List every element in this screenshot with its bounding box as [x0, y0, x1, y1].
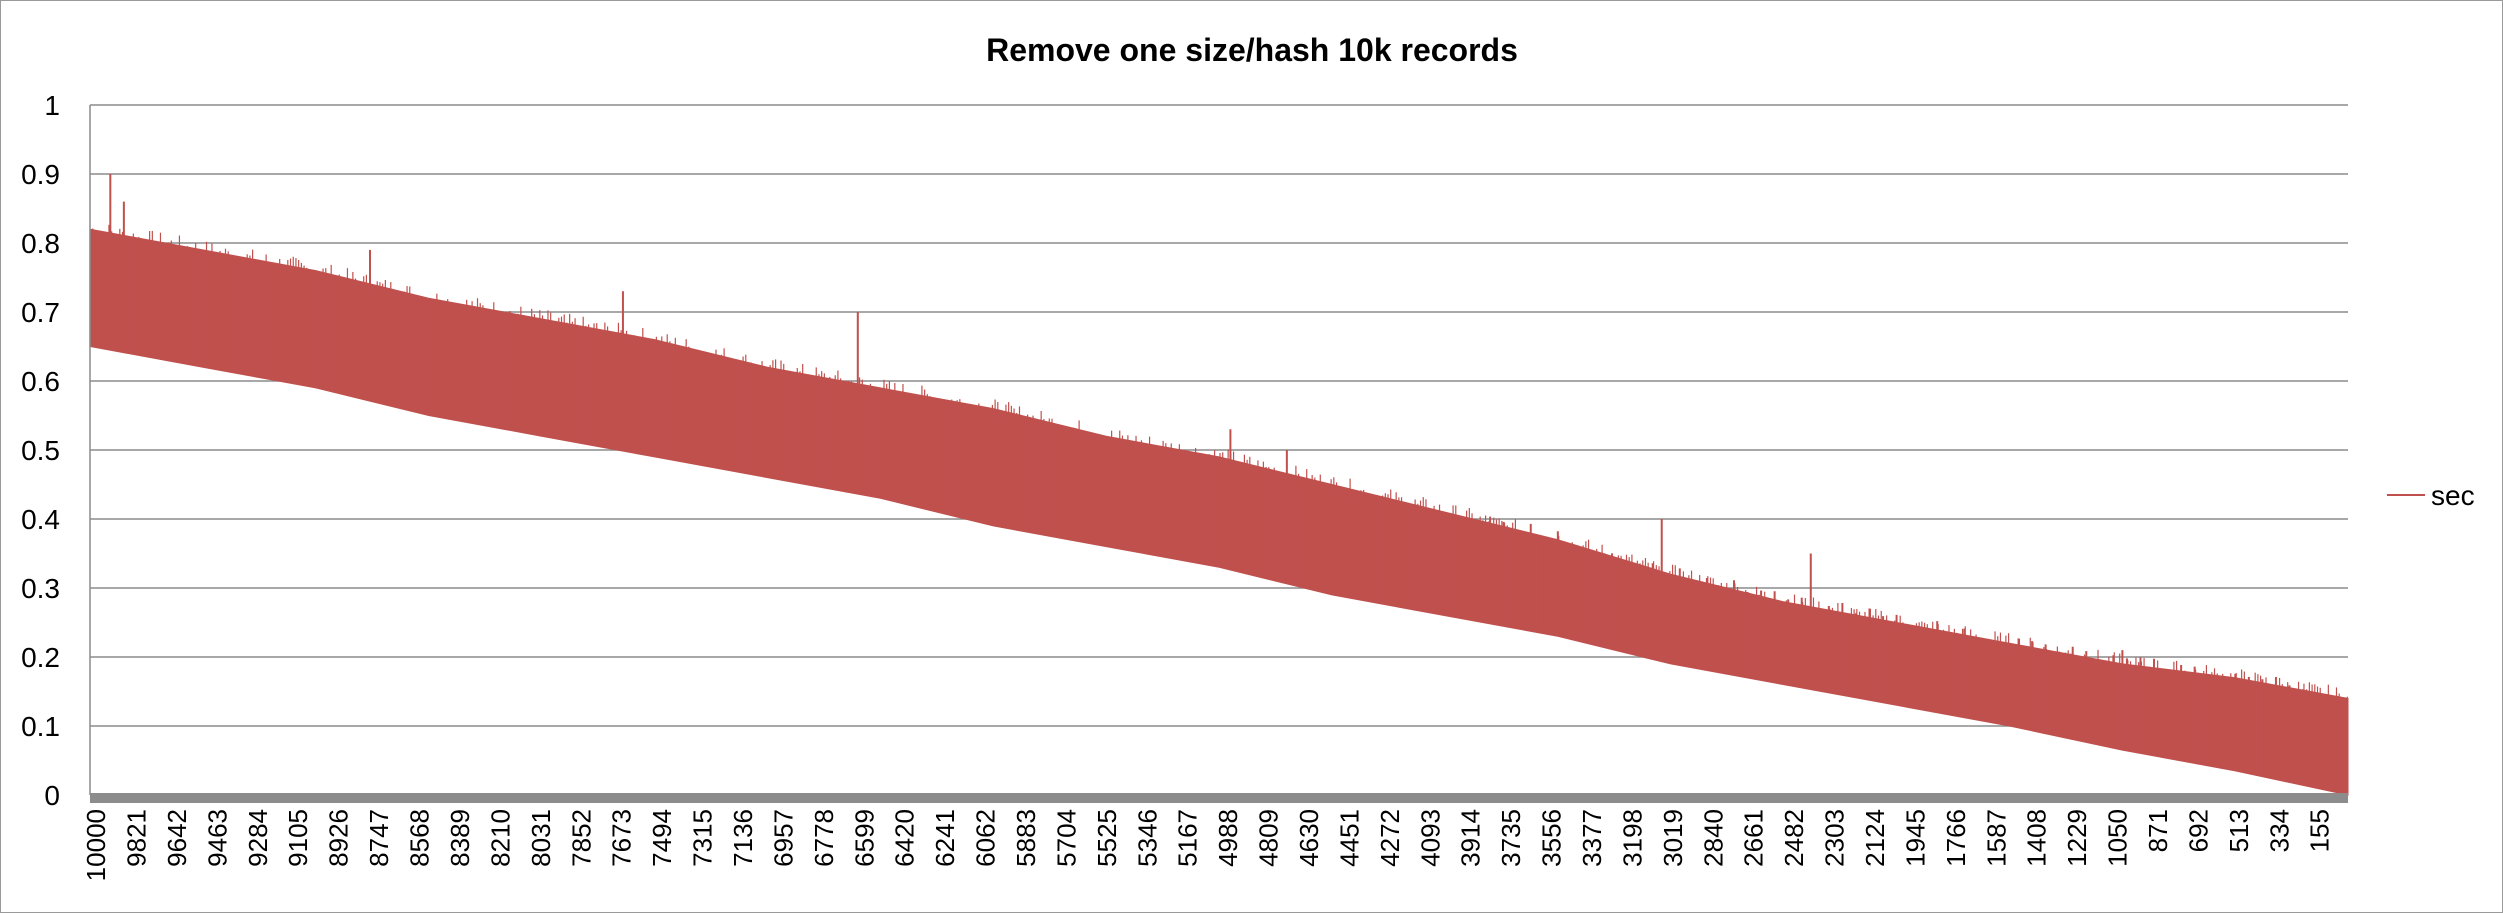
y-tick-label: 0 [44, 780, 60, 811]
x-tick-label: 1766 [1941, 809, 1971, 867]
x-tick-label: 10000 [81, 809, 111, 881]
x-tick-label: 2124 [1860, 809, 1890, 867]
x-tick-label: 2482 [1779, 809, 1809, 867]
y-tick-label: 0.4 [21, 504, 60, 535]
x-tick-label: 8210 [485, 809, 515, 867]
x-tick-label: 6599 [849, 809, 879, 867]
y-tick-label: 0.7 [21, 297, 60, 328]
x-tick-label: 5167 [1173, 809, 1203, 867]
x-tick-label: 9821 [122, 809, 152, 867]
x-tick-label: 9642 [162, 809, 192, 867]
x-tick-label: 7494 [647, 809, 677, 867]
x-tick-label: 3914 [1456, 809, 1486, 867]
x-tick-label: 5883 [1011, 809, 1041, 867]
y-tick-label: 0.9 [21, 159, 60, 190]
x-tick-label: 7673 [607, 809, 637, 867]
chart-title: Remove one size/hash 10k records [986, 32, 1518, 68]
x-tick-label: 334 [2264, 809, 2294, 852]
y-tick-label: 0.2 [21, 642, 60, 673]
x-tick-label: 5346 [1132, 809, 1162, 867]
legend-label-sec: sec [2431, 480, 2475, 511]
x-tick-label: 4093 [1415, 809, 1445, 867]
x-tick-label: 3556 [1537, 809, 1567, 867]
x-tick-label: 692 [2183, 809, 2213, 852]
x-tick-label: 3198 [1617, 809, 1647, 867]
x-tick-label: 8568 [405, 809, 435, 867]
x-tick-label: 9284 [243, 809, 273, 867]
x-tick-label: 3735 [1496, 809, 1526, 867]
y-tick-label: 0.6 [21, 366, 60, 397]
x-tick-label: 6062 [971, 809, 1001, 867]
x-tick-label: 513 [2224, 809, 2254, 852]
x-tick-label: 7136 [728, 809, 758, 867]
x-tick-label: 155 [2305, 809, 2335, 852]
y-tick-label: 0.3 [21, 573, 60, 604]
x-tick-label: 8926 [324, 809, 354, 867]
y-tick-label: 0.8 [21, 228, 60, 259]
series-sec [89, 174, 2349, 796]
x-tick-label: 4988 [1213, 809, 1243, 867]
x-tick-label: 4809 [1254, 809, 1284, 867]
x-tick-label: 1050 [2103, 809, 2133, 867]
x-tick-label: 7852 [566, 809, 596, 867]
x-tick-label: 4451 [1334, 809, 1364, 867]
x-tick-label: 2303 [1820, 809, 1850, 867]
x-axis-line [90, 793, 2348, 803]
x-tick-label: 4272 [1375, 809, 1405, 867]
x-tick-label: 9105 [283, 809, 313, 867]
x-tick-label: 8031 [526, 809, 556, 867]
x-tick-label: 9463 [202, 809, 232, 867]
x-tick-label: 5525 [1092, 809, 1122, 867]
x-tick-label: 2840 [1698, 809, 1728, 867]
x-tick-label: 4630 [1294, 809, 1324, 867]
y-tick-labels: 0 0.1 0.2 0.3 0.4 0.5 0.6 0.7 0.8 0.9 1 [21, 90, 60, 811]
x-tick-label: 1229 [2062, 809, 2092, 867]
x-tick-label: 2661 [1739, 809, 1769, 867]
x-tick-label: 1408 [2022, 809, 2052, 867]
x-tick-label: 3019 [1658, 809, 1688, 867]
x-tick-label: 6778 [809, 809, 839, 867]
x-tick-label: 3377 [1577, 809, 1607, 867]
x-tick-label: 6420 [890, 809, 920, 867]
x-tick-label: 871 [2143, 809, 2173, 852]
x-tick-label: 8389 [445, 809, 475, 867]
x-tick-label: 6957 [768, 809, 798, 867]
x-tick-label: 1945 [1900, 809, 1930, 867]
x-tick-label: 5704 [1051, 809, 1081, 867]
y-tick-label: 0.1 [21, 711, 60, 742]
x-tick-labels: 10000 9821 9642 9463 9284 9105 8926 8747 8568 838… [81, 809, 2335, 881]
x-tick-label: 1587 [1981, 809, 2011, 867]
y-tick-label: 0.5 [21, 435, 60, 466]
x-tick-label: 7315 [688, 809, 718, 867]
legend: sec [2387, 480, 2475, 511]
x-tick-label: 8747 [364, 809, 394, 867]
y-tick-label: 1 [44, 90, 60, 121]
x-tick-label: 6241 [930, 809, 960, 867]
axes [89, 105, 2348, 803]
